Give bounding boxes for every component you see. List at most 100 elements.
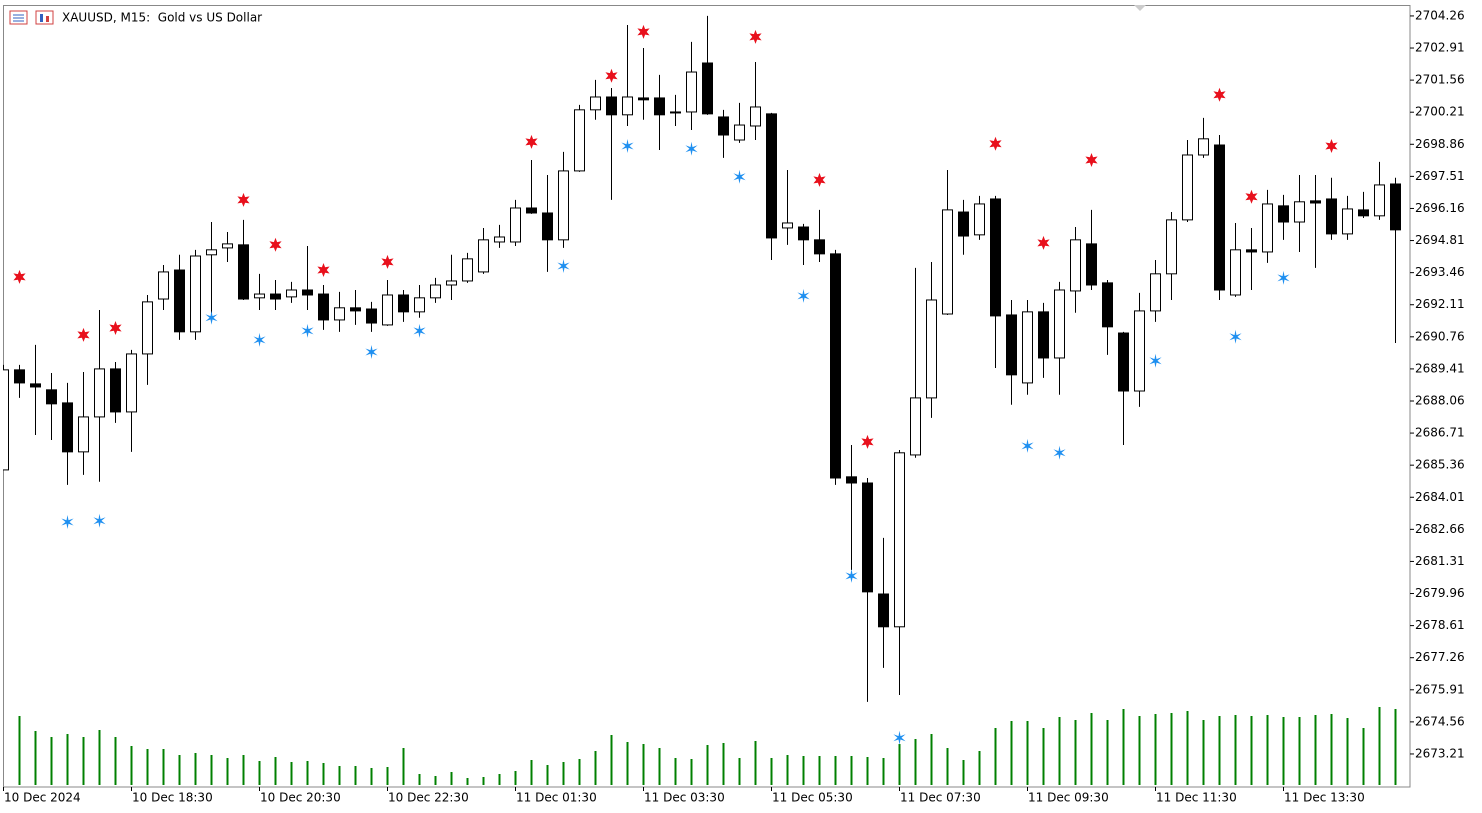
y-tick-label: 2702.91 — [1415, 41, 1465, 55]
y-tick-label: 2678.61 — [1415, 618, 1465, 632]
icon — [40, 14, 43, 22]
y-tick-label: 2679.96 — [1415, 586, 1465, 600]
candle-body — [1294, 201, 1305, 223]
candle-body — [1166, 219, 1177, 275]
candle-body — [494, 236, 505, 243]
candle-body — [1134, 310, 1145, 392]
sell-signal — [1085, 153, 1098, 167]
candle-body — [1390, 183, 1401, 231]
candle-body — [462, 258, 473, 282]
chart-title: XAUUSD, M15: Gold vs US Dollar — [62, 11, 262, 25]
candle-body — [1022, 311, 1033, 384]
candle-body — [782, 222, 793, 229]
candle-body — [510, 207, 521, 243]
sell-signal — [1037, 235, 1050, 250]
buy-signal — [1277, 270, 1290, 285]
candle-body — [478, 239, 489, 273]
candle-body — [126, 353, 137, 413]
buy-signal — [733, 169, 746, 184]
buy-signal — [893, 730, 906, 745]
sell-signal — [1245, 189, 1258, 204]
candle-body — [590, 96, 601, 111]
candle-body — [542, 212, 553, 241]
buy-signal — [413, 323, 426, 338]
candle-body — [1230, 249, 1241, 296]
y-tick-label: 2688.06 — [1415, 393, 1465, 407]
candle-body — [238, 244, 249, 300]
candle-body — [1310, 200, 1321, 204]
candle-body — [1086, 243, 1097, 286]
sell-signal — [1213, 87, 1226, 102]
candle-body — [1342, 208, 1353, 235]
candle-body — [174, 269, 185, 333]
buy-signal — [93, 513, 106, 528]
y-tick-label: 2674.56 — [1415, 714, 1465, 728]
x-tick-label: 11 Dec 13:30 — [1284, 791, 1365, 805]
candle-body — [846, 476, 857, 484]
candle-body — [3, 369, 9, 471]
candle-body — [958, 211, 969, 237]
y-tick-label: 2684.01 — [1415, 490, 1465, 504]
candle-body — [78, 416, 89, 453]
candle-body — [798, 226, 809, 241]
candle-body — [110, 368, 121, 413]
sell-signal — [813, 172, 826, 187]
candle-body — [990, 198, 1001, 317]
candle-body — [302, 289, 313, 296]
buy-signal — [205, 310, 218, 325]
candle-body — [30, 383, 41, 388]
sell-signal — [237, 192, 250, 207]
sell-signal — [605, 68, 618, 83]
candle-body — [862, 482, 873, 593]
sell-signal — [989, 136, 1002, 151]
buy-signal — [1053, 445, 1066, 460]
sell-signal — [861, 434, 874, 449]
y-tick-label: 2681.31 — [1415, 554, 1465, 568]
candle-body — [46, 389, 57, 405]
candle-body — [910, 397, 921, 456]
candle-body — [1198, 138, 1209, 156]
candle-body — [62, 402, 73, 453]
candle-body — [254, 293, 265, 299]
candle-body — [1006, 314, 1017, 376]
candle-body — [894, 452, 905, 628]
candle-body — [14, 369, 25, 384]
candle-body — [1054, 289, 1065, 359]
sell-signal — [749, 29, 762, 44]
y-tick-label: 2675.91 — [1415, 682, 1465, 696]
candle-body — [1374, 184, 1385, 217]
x-tick-label: 10 Dec 20:30 — [260, 791, 341, 805]
candle-body — [334, 307, 345, 321]
candle-body — [974, 203, 985, 236]
candle-body — [430, 284, 441, 299]
icon — [35, 10, 54, 25]
candle-body — [1102, 282, 1113, 328]
candle-body — [718, 116, 729, 136]
candle-body — [382, 294, 393, 326]
candle-body — [670, 111, 681, 114]
y-tick-label: 2694.81 — [1415, 233, 1465, 247]
sell-signal — [381, 254, 394, 269]
plot-area — [3, 15, 1401, 785]
y-tick-label: 2682.66 — [1415, 522, 1465, 536]
candle-body — [1038, 311, 1049, 359]
buy-signal — [1021, 438, 1034, 453]
candle-body — [158, 271, 169, 300]
x-tick-label: 11 Dec 05:30 — [772, 791, 853, 805]
candle-body — [942, 209, 953, 315]
candle-body — [526, 207, 537, 214]
buy-signal — [1149, 353, 1162, 368]
buy-signal — [621, 139, 634, 153]
candle-body — [766, 113, 777, 239]
candle-body — [286, 289, 297, 298]
candle-body — [1070, 239, 1081, 292]
sell-signal — [525, 134, 538, 149]
candle-body — [622, 96, 633, 116]
sell-signal — [77, 327, 90, 342]
y-tick-label: 2697.51 — [1415, 169, 1465, 183]
candle-body — [350, 307, 361, 312]
candle-body — [206, 249, 217, 256]
buy-signal — [557, 259, 570, 273]
